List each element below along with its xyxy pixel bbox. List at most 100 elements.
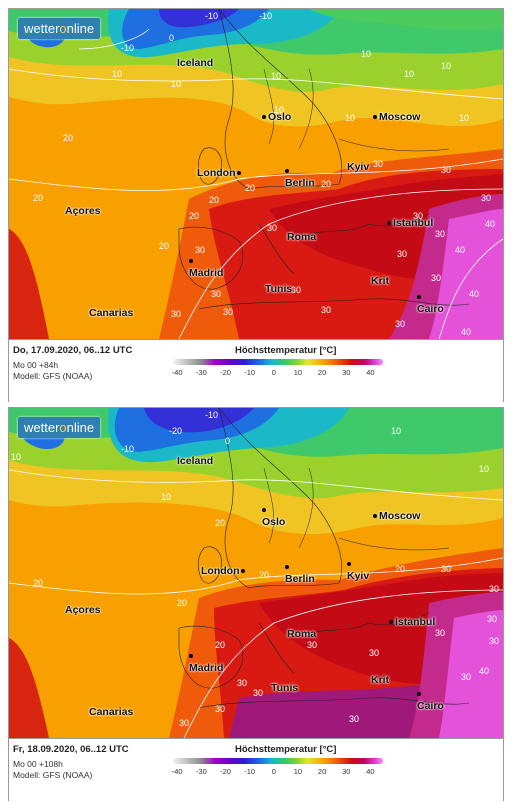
forecast-date: Fr, 18.09.2020, 06..12 UTC: [13, 744, 129, 755]
isotherm-label: 30: [307, 640, 318, 650]
isotherm-label: 40: [485, 219, 496, 229]
isotherm-label: 30: [431, 273, 442, 283]
isotherm-label: 30: [441, 564, 452, 574]
isotherm-label: 20: [215, 640, 226, 650]
isotherm-label: 30: [171, 309, 182, 319]
isotherm-label: 10: [271, 71, 282, 81]
isotherm-label: -10: [121, 444, 135, 454]
isotherm-label: 30: [395, 319, 406, 329]
isotherm-label: 30: [435, 229, 446, 239]
map-panel-1: wetteronline Iceland Oslo Moscow London …: [8, 8, 504, 402]
isotherm-label: 20: [245, 183, 256, 193]
isotherm-label: 20: [321, 179, 332, 189]
isotherm-label: 30: [321, 305, 332, 315]
isotherm-label: 10: [404, 69, 415, 79]
isotherm-label: 30: [413, 211, 424, 221]
isotherm-label: 30: [369, 648, 380, 658]
isotherm-label: 40: [469, 289, 480, 299]
isotherm-label: 10: [479, 464, 490, 474]
temperature-map-2: wetteronline Iceland Oslo Moscow London …: [9, 408, 503, 738]
isotherm-label: 30: [397, 249, 408, 259]
isotherm-label: 0: [169, 33, 175, 43]
isotherm-label: 30: [179, 718, 190, 728]
isotherm-label: -10: [259, 11, 273, 21]
isotherm-label: 20: [209, 195, 220, 205]
model-name: Modell: GFS (NOAA): [13, 371, 93, 381]
isotherm-label: 30: [373, 159, 384, 169]
isotherm-label: 30: [211, 289, 222, 299]
isotherm-label: 20: [259, 570, 270, 580]
isotherm-label: 20: [63, 133, 74, 143]
isotherm-label: 20: [215, 518, 226, 528]
city-canarias: Canarias: [89, 307, 134, 319]
isotherm-label: 40: [479, 666, 490, 676]
isotherm-label: 10: [345, 113, 356, 123]
forecast-date: Do, 17.09.2020, 06..12 UTC: [13, 345, 133, 356]
city-acores: Açores: [65, 604, 101, 616]
city-london: London: [201, 565, 247, 577]
city-roma: Roma: [287, 628, 317, 640]
city-tunis: Tunis: [271, 682, 299, 694]
isotherm-label: 30: [237, 678, 248, 688]
isotherm-label: 10: [391, 426, 402, 436]
legend-ticks: -40 -30 -20 -10 0 10 20 30 40: [171, 767, 375, 776]
isotherm-label: 30: [267, 223, 278, 233]
isotherm-label: 10: [459, 113, 470, 123]
isotherm-label: 20: [159, 241, 170, 251]
city-cairo: Cairo: [417, 688, 444, 712]
wetteronline-logo: wetteronline: [18, 18, 101, 39]
isotherm-label: 20: [33, 193, 44, 203]
city-istanbul: Istanbul: [387, 217, 433, 229]
isotherm-label: 10: [361, 49, 372, 59]
temperature-color-scale: [173, 758, 383, 764]
city-madrid: Madrid: [189, 650, 223, 674]
isotherm-label: 20: [33, 578, 44, 588]
isotherm-label: -10: [121, 43, 135, 53]
isotherm-label: 20: [177, 598, 188, 608]
isotherm-label: 30: [215, 704, 226, 714]
city-canarias: Canarias: [89, 706, 134, 718]
model-run: Mo 00 +108h: [13, 759, 63, 769]
city-kyiv: Kyiv: [347, 161, 370, 173]
city-berlin: Berlin: [285, 165, 315, 189]
city-krit: Krit: [371, 275, 390, 287]
isotherm-label: 10: [441, 61, 452, 71]
city-istanbul: Istanbul: [389, 616, 435, 628]
city-oslo: Oslo: [262, 111, 291, 123]
isotherm-label: 30: [481, 193, 492, 203]
isotherm-label: 30: [461, 672, 472, 682]
isotherm-label: 10: [274, 105, 285, 115]
isotherm-label: 30: [253, 688, 264, 698]
isotherm-label: 30: [349, 714, 360, 724]
legend-title: Höchsttemperatur [°C]: [235, 744, 337, 755]
city-moscow: Moscow: [373, 111, 420, 123]
isotherm-label: 10: [171, 79, 182, 89]
isotherm-label: 30: [291, 285, 302, 295]
isotherm-label: 30: [489, 584, 500, 594]
city-berlin: Berlin: [285, 561, 315, 585]
city-cairo: Cairo: [417, 291, 444, 315]
isotherm-label: -10: [205, 11, 219, 21]
isotherm-label: 10: [11, 452, 22, 462]
temperature-map-1: wetteronline Iceland Oslo Moscow London …: [9, 9, 503, 339]
isotherm-label: 40: [461, 327, 472, 337]
isotherm-label: -10: [205, 410, 219, 420]
city-oslo: Oslo: [262, 504, 285, 528]
isotherm-label: 30: [441, 165, 452, 175]
map-panel-2: wetteronline Iceland Oslo Moscow London …: [8, 407, 504, 801]
map-footer-1: Do, 17.09.2020, 06..12 UTC Mo 00 +84h Mo…: [9, 339, 503, 402]
isotherm-label: 30: [223, 307, 234, 317]
city-london: London: [197, 167, 243, 179]
isotherm-label: 30: [487, 614, 498, 624]
model-name: Modell: GFS (NOAA): [13, 770, 93, 780]
isotherm-label: -20: [169, 426, 183, 436]
isotherm-label: 10: [112, 69, 123, 79]
city-madrid: Madrid: [189, 255, 223, 279]
city-roma: Roma: [287, 231, 317, 243]
isotherm-label: 30: [195, 245, 206, 255]
legend-ticks: -40 -30 -20 -10 0 10 20 30 40: [171, 368, 375, 377]
city-kyiv: Kyiv: [347, 558, 369, 582]
city-iceland: Iceland: [177, 57, 214, 69]
city-acores: Açores: [65, 205, 101, 217]
city-krit: Krit: [371, 674, 390, 686]
